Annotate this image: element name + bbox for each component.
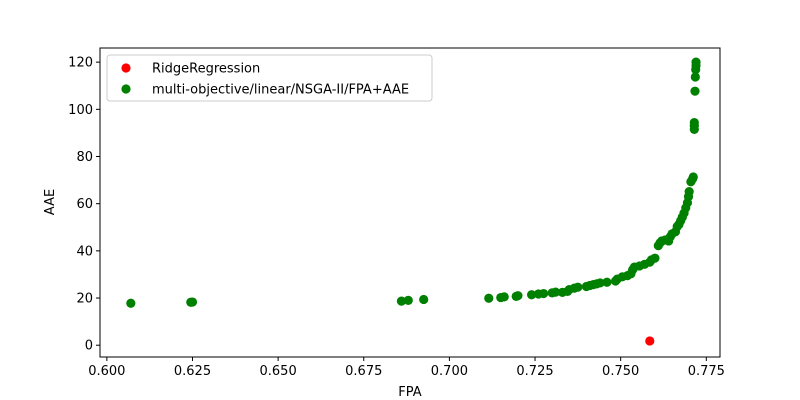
marks-layer xyxy=(126,57,701,346)
y-axis-label: AAE xyxy=(43,189,58,215)
legend-marker xyxy=(121,84,131,94)
scatter-point xyxy=(484,293,494,303)
scatter-point xyxy=(126,298,136,308)
scatter-point xyxy=(396,296,407,306)
x-tick-label: 0.775 xyxy=(688,364,725,379)
scatter-point xyxy=(419,294,429,305)
scatter-point xyxy=(650,253,660,263)
legend-box xyxy=(106,54,433,102)
series-0 xyxy=(645,336,655,346)
x-tick-label: 0.650 xyxy=(260,364,297,379)
y-tick-label: 120 xyxy=(68,56,93,71)
x-tick-label: 0.675 xyxy=(345,364,382,379)
y-axis: 0 20 40 60 80 100 120 xyxy=(68,56,100,354)
x-tick-label: 0.700 xyxy=(431,364,468,379)
scatter-point xyxy=(187,297,198,307)
x-axis: 0.600 0.625 0.650 0.675 0.700 0.725 0.750 0.775 xyxy=(88,357,725,379)
scatter-point xyxy=(550,287,561,297)
scatter-point xyxy=(573,282,583,292)
scatter-point xyxy=(499,292,509,302)
scatter-point xyxy=(403,295,413,305)
y-tick-label: 60 xyxy=(76,197,93,212)
series-1 xyxy=(126,57,701,308)
scatter-point xyxy=(689,117,699,128)
scatter-point xyxy=(684,187,694,197)
y-tick-label: 20 xyxy=(76,292,93,307)
scatter-point xyxy=(690,86,700,96)
scatter-point xyxy=(645,336,655,346)
y-tick-label: 40 xyxy=(76,244,93,259)
legend-marker xyxy=(121,63,131,73)
legend-label: RidgeRegression xyxy=(152,62,260,77)
scatter-point xyxy=(690,72,700,82)
x-tick-label: 0.750 xyxy=(602,364,639,379)
scatter-point xyxy=(527,290,537,300)
scatter-point xyxy=(602,277,612,287)
y-tick-label: 80 xyxy=(76,150,93,165)
scatter-point xyxy=(595,278,605,288)
y-tick-label: 0 xyxy=(85,339,93,354)
x-tick-label: 0.625 xyxy=(174,364,211,379)
x-tick-label: 0.600 xyxy=(88,364,125,379)
scatter-point xyxy=(691,57,701,67)
scatter-point xyxy=(513,291,523,301)
y-tick-label: 100 xyxy=(68,103,93,118)
scatter-point xyxy=(688,172,698,182)
legend-label: multi-objective/linear/NSGA-II/FPA+AAE xyxy=(152,83,409,98)
scatter-point xyxy=(538,288,549,299)
legend: RidgeRegression multi-objective/linear/NS… xyxy=(106,54,433,102)
plot-frame xyxy=(99,47,721,358)
x-tick-label: 0.725 xyxy=(516,364,553,379)
x-axis-label: FPA xyxy=(398,385,421,400)
